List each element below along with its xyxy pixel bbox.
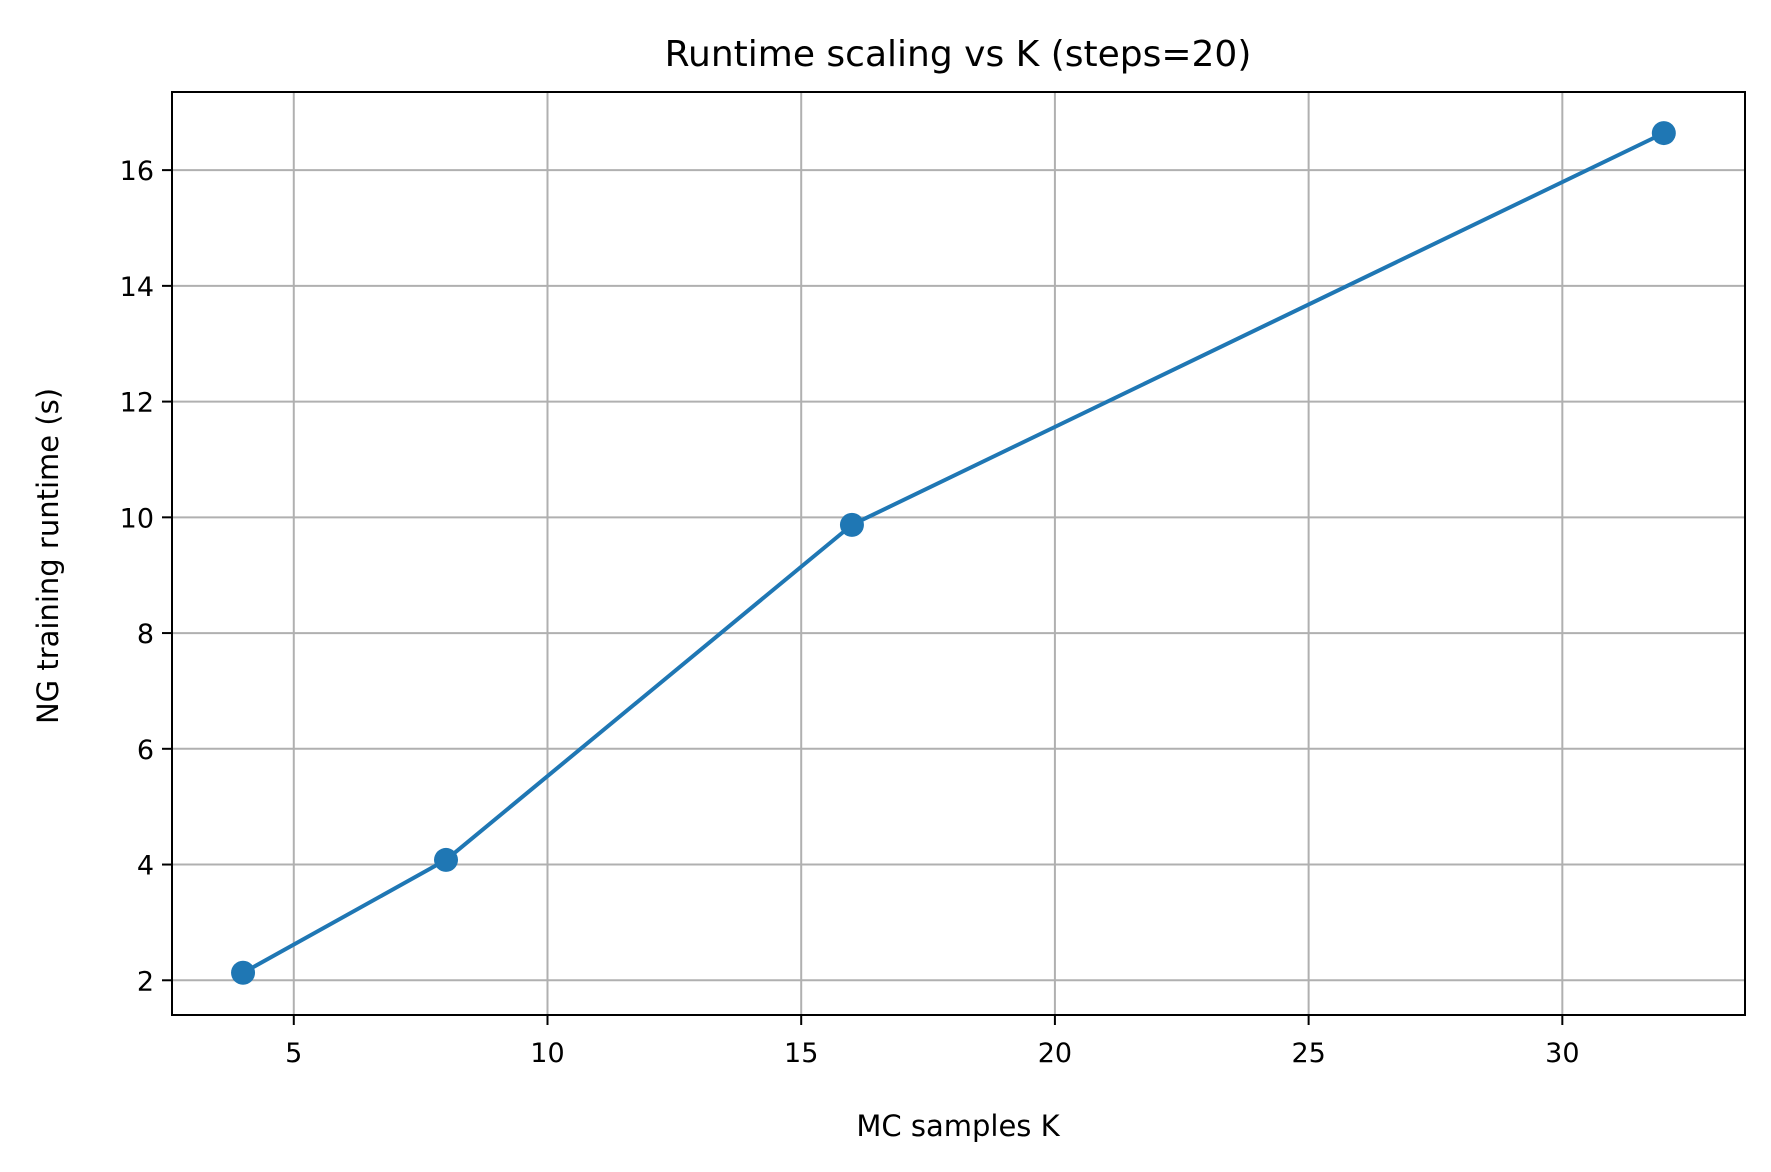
grid-layer bbox=[172, 92, 1745, 1015]
chart-title: Runtime scaling vs K (steps=20) bbox=[665, 34, 1252, 75]
y-tick-label: 16 bbox=[120, 156, 154, 187]
data-point bbox=[231, 960, 256, 985]
tick-layer: 5 10 15 20 25 30 2 4 6 8 10 12 14 16 bbox=[120, 156, 1580, 1069]
y-tick-label: 14 bbox=[120, 272, 154, 303]
y-tick-label: 12 bbox=[120, 388, 154, 419]
y-tick-label: 6 bbox=[137, 735, 154, 766]
y-tick-label: 2 bbox=[137, 966, 154, 997]
y-tick-label: 8 bbox=[137, 619, 154, 650]
y-tick-label: 4 bbox=[137, 851, 154, 882]
y-axis-label: NG training runtime (s) bbox=[31, 388, 65, 724]
data-point bbox=[434, 847, 459, 872]
data-point bbox=[1651, 121, 1676, 146]
x-tick-label: 20 bbox=[1038, 1038, 1072, 1069]
x-tick-label: 10 bbox=[530, 1038, 564, 1069]
y-tick-label: 10 bbox=[120, 503, 154, 534]
x-tick-label: 30 bbox=[1545, 1038, 1579, 1069]
x-tick-label: 25 bbox=[1291, 1038, 1325, 1069]
x-tick-label: 15 bbox=[784, 1038, 818, 1069]
x-tick-label: 5 bbox=[285, 1038, 302, 1069]
plot-frame bbox=[171, 91, 1746, 1016]
data-layer bbox=[231, 121, 1676, 985]
data-point bbox=[839, 512, 864, 537]
x-axis-label: MC samples K bbox=[856, 1109, 1060, 1143]
series-line bbox=[242, 131, 1665, 975]
